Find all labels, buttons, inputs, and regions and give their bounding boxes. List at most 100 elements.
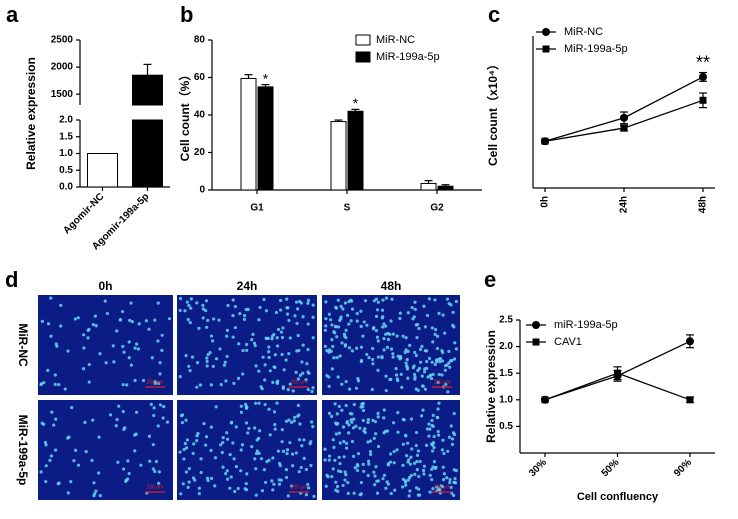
nucleus <box>281 326 285 330</box>
nucleus <box>220 450 224 455</box>
significance-label: ** <box>696 52 710 72</box>
nucleus <box>115 418 119 422</box>
nucleus <box>137 322 141 326</box>
nucleus <box>440 448 445 452</box>
nucleus <box>221 441 225 445</box>
nucleus <box>181 482 185 486</box>
nucleus <box>384 388 388 393</box>
nucleus <box>294 300 299 304</box>
nucleus <box>50 410 54 414</box>
y-axis-label: Relative expression <box>484 330 498 443</box>
bar <box>87 153 118 188</box>
nucleus <box>414 443 418 448</box>
nucleus <box>335 484 340 489</box>
nucleus <box>46 368 50 372</box>
nucleus <box>450 442 455 446</box>
panel-label: e <box>484 267 496 292</box>
nucleus <box>384 324 388 328</box>
nucleus <box>82 346 86 350</box>
nucleus <box>243 487 247 491</box>
nucleus <box>371 357 375 362</box>
nucleus <box>258 305 262 310</box>
nucleus <box>239 410 243 415</box>
nucleus <box>435 485 439 489</box>
nucleus <box>43 440 48 445</box>
nucleus <box>359 358 364 363</box>
nucleus <box>415 453 420 457</box>
nucleus <box>422 464 427 468</box>
nucleus <box>76 463 81 467</box>
nucleus <box>246 431 250 435</box>
nucleus <box>254 467 258 471</box>
nucleus <box>361 462 365 466</box>
nucleus <box>229 475 233 479</box>
nucleus <box>343 301 348 305</box>
point <box>614 369 621 377</box>
nucleus <box>376 300 380 304</box>
nucleus <box>233 489 237 494</box>
nucleus <box>57 383 61 387</box>
nucleus <box>332 445 336 449</box>
nucleus <box>305 362 309 366</box>
nucleus <box>264 336 268 340</box>
nucleus <box>327 384 331 388</box>
nucleus <box>435 360 439 364</box>
nucleus <box>144 319 148 323</box>
nucleus <box>153 381 157 385</box>
nucleus <box>178 450 182 454</box>
nucleus <box>417 326 421 331</box>
nucleus <box>385 429 390 433</box>
nucleus <box>371 327 375 331</box>
nucleus <box>369 452 373 457</box>
micrograph: 200 μm <box>177 400 317 500</box>
nucleus <box>372 436 376 440</box>
nucleus <box>331 438 335 442</box>
nucleus <box>285 297 289 301</box>
nucleus <box>121 467 126 471</box>
nucleus <box>196 431 200 436</box>
nucleus <box>410 447 414 451</box>
nucleus <box>268 369 272 373</box>
nucleus <box>255 449 259 453</box>
nucleus <box>210 339 215 343</box>
nucleus <box>239 448 243 452</box>
nucleus <box>323 447 327 451</box>
nucleus <box>91 418 95 422</box>
nucleus <box>331 344 335 349</box>
nucleus <box>178 374 182 379</box>
nucleus <box>428 490 432 494</box>
nucleus <box>185 438 190 442</box>
nucleus <box>433 298 437 302</box>
nucleus <box>404 433 408 437</box>
nucleus <box>49 454 54 458</box>
nucleus <box>406 349 410 353</box>
nucleus <box>290 452 295 456</box>
nucleus <box>156 339 160 343</box>
bar <box>132 119 163 188</box>
nucleus <box>442 472 447 476</box>
nucleus <box>311 386 315 390</box>
nucleus <box>44 443 48 447</box>
nucleus <box>257 451 261 455</box>
nucleus <box>421 408 425 412</box>
nucleus <box>372 299 376 303</box>
nucleus <box>223 360 227 364</box>
nucleus <box>286 494 290 498</box>
nucleus <box>443 368 447 372</box>
nucleus <box>400 485 405 489</box>
nucleus <box>152 406 156 410</box>
nucleus <box>180 421 184 425</box>
nucleus <box>420 384 425 388</box>
nucleus <box>254 401 258 405</box>
nucleus <box>226 303 230 308</box>
nucleus <box>362 469 366 473</box>
nucleus <box>374 329 378 333</box>
nucleus <box>402 418 406 422</box>
nucleus <box>341 483 345 488</box>
nucleus <box>332 356 336 360</box>
legend-label: MiR-199a-5p <box>376 51 440 63</box>
nucleus <box>308 442 312 446</box>
nucleus <box>432 446 436 450</box>
nucleus <box>281 449 286 453</box>
